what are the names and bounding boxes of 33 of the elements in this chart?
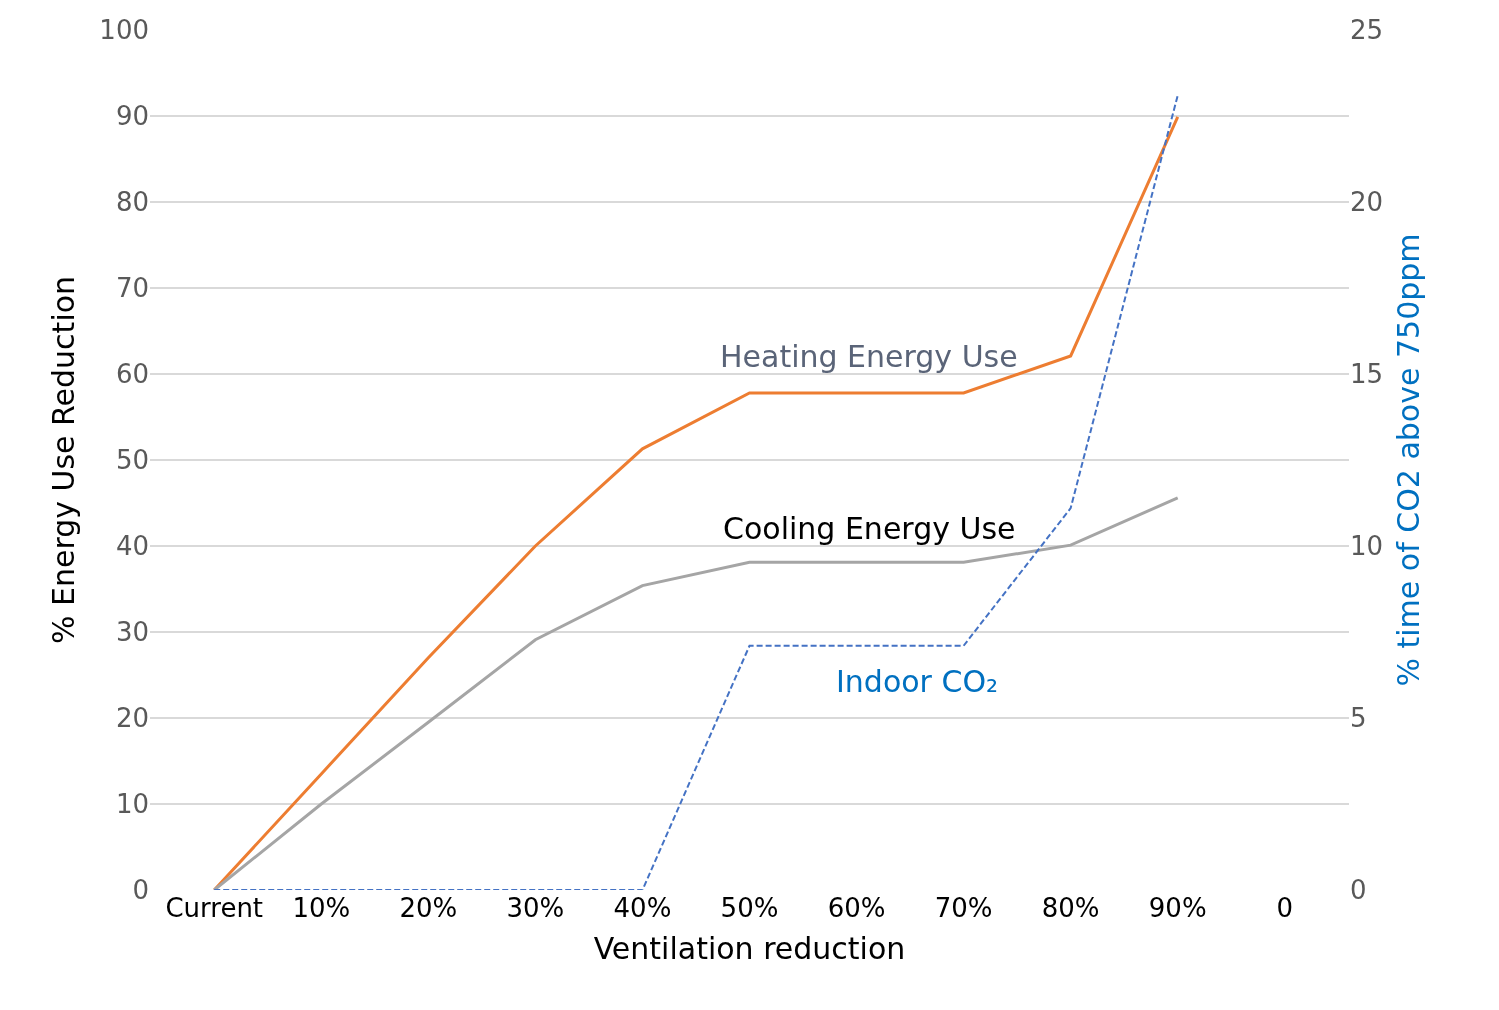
- y-tick-label: 30: [115, 617, 149, 648]
- x-tick-label: 30%: [506, 893, 565, 923]
- y2-tick-label: 5: [1350, 703, 1367, 734]
- x-tick-label: Current: [165, 893, 264, 923]
- y2-tick-label: 10: [1350, 531, 1384, 562]
- y-tick-label: 50: [115, 445, 149, 476]
- x-tick-label: 90%: [1148, 893, 1207, 923]
- y2-tick-label: 20: [1350, 187, 1384, 218]
- y2-tick-label: 15: [1350, 359, 1384, 390]
- x-tick-label: 40%: [613, 893, 672, 923]
- x-tick-label: 0: [1276, 893, 1294, 923]
- annotation: Indoor CO₂: [836, 664, 999, 699]
- y-tick-label: 60: [115, 359, 149, 390]
- y2-axis-title: % time of CO2 above 750ppm: [1390, 233, 1426, 687]
- x-axis-title: Ventilation reduction: [593, 930, 906, 966]
- y-tick-label: 80: [115, 187, 149, 218]
- x-tick-label: 50%: [720, 893, 779, 923]
- y-tick-label: 40: [115, 531, 149, 562]
- x-tick-label: 80%: [1041, 893, 1100, 923]
- y-tick-label: 100: [99, 15, 149, 46]
- y-tick-label: 10: [115, 789, 149, 820]
- line-series: [212, 496, 1180, 890]
- y-tick-label: 70: [115, 273, 149, 304]
- annotation: Heating Energy Use: [720, 339, 1018, 374]
- x-tick-label: 10%: [292, 893, 351, 923]
- x-tick-label: 20%: [399, 893, 458, 923]
- x-tick-label: 60%: [827, 893, 886, 923]
- y-axis-title: % Energy Use Reduction: [46, 275, 82, 645]
- x-tick-label: 70%: [934, 893, 993, 923]
- y-tick-label: 90: [115, 101, 149, 132]
- y2-tick-label: 25: [1350, 15, 1384, 46]
- y-tick-label: 20: [115, 703, 149, 734]
- annotation: Cooling Energy Use: [723, 511, 1016, 546]
